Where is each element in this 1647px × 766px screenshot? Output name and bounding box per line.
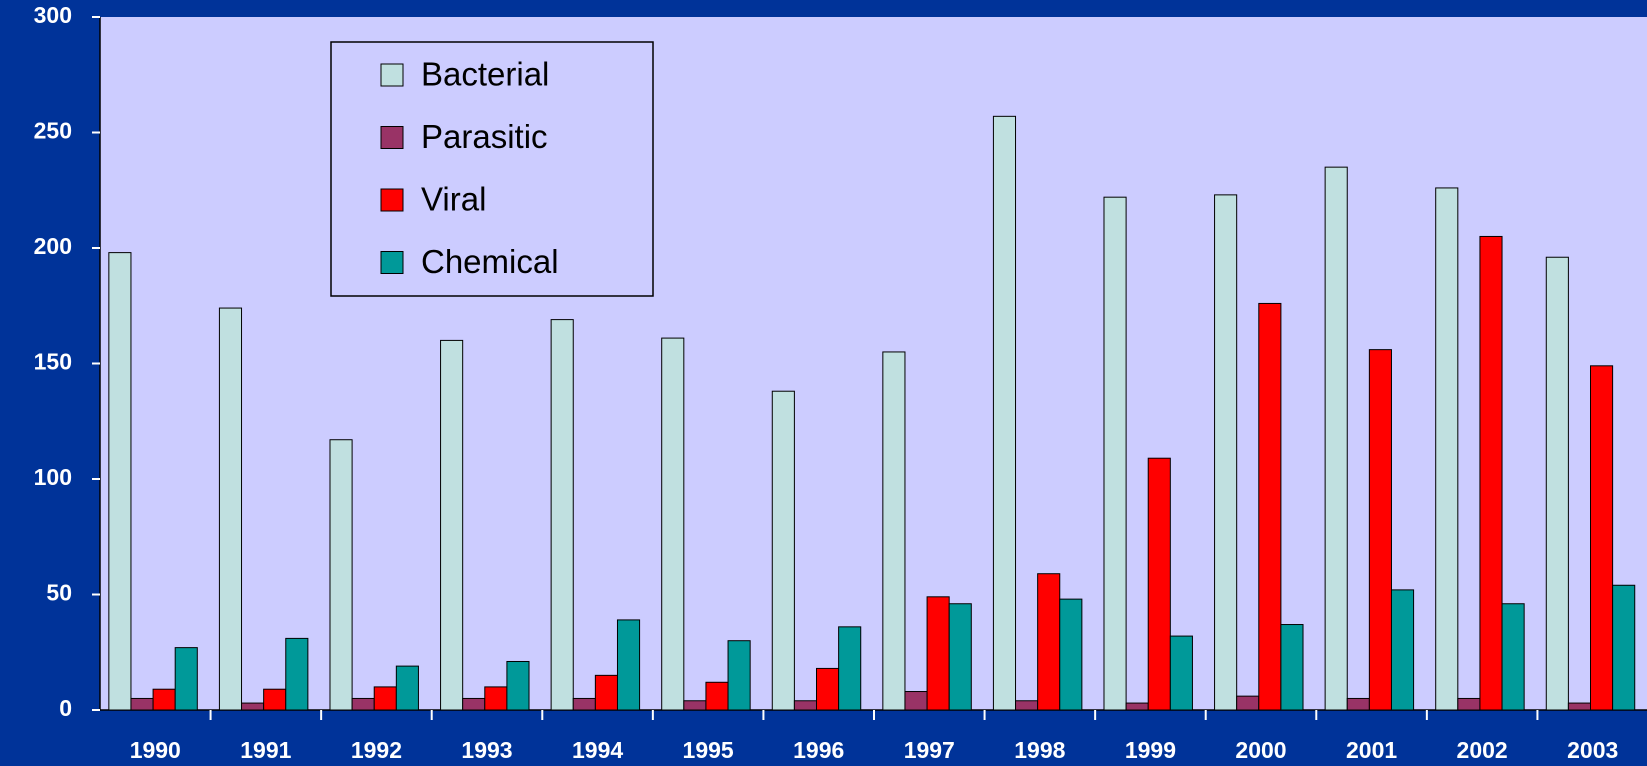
y-tick-label: 200 [34,233,72,259]
bar [1169,635,1193,711]
bar [1545,256,1569,711]
y-tick-label: 0 [59,695,72,721]
bar [1368,349,1392,711]
x-tick-label: 1995 [683,737,734,763]
legend-swatch [380,63,404,87]
bar [1103,196,1127,711]
x-tick-label: 2002 [1457,737,1508,763]
bar [152,688,176,711]
legend-label: Chemical [421,243,559,280]
bar [462,697,486,711]
bar [727,640,751,711]
bar [1590,365,1614,711]
bar [594,674,618,711]
bar [904,691,928,711]
x-tick-label: 1993 [461,737,512,763]
bar [1236,695,1260,711]
legend-swatch [380,251,404,274]
bar [484,686,508,711]
bar [1612,584,1636,711]
bar [816,667,840,711]
bar [1258,302,1282,711]
bar [329,439,353,711]
x-tick-label: 1996 [793,737,844,763]
legend-label: Bacterial [421,56,549,93]
x-tick-label: 2001 [1346,737,1397,763]
bar [241,702,265,711]
x-tick-label: 1998 [1014,737,1065,763]
bar [771,390,795,711]
bar [1501,603,1525,711]
x-tick-label: 2003 [1567,737,1618,763]
bar [351,697,375,711]
y-tick-label: 300 [34,2,72,28]
x-tick-label: 1992 [351,737,402,763]
bar [550,319,574,711]
y-tick-label: 250 [34,118,72,144]
bar [1457,697,1481,711]
bar [1567,702,1592,711]
legend-label: Viral [421,181,486,218]
bar [926,596,950,711]
bar [1479,235,1503,711]
bar [373,686,397,711]
bar [705,681,729,711]
bar [174,647,198,711]
bar [1390,589,1415,711]
x-tick-label: 2000 [1235,737,1286,763]
bar [1037,573,1061,711]
bar [440,339,464,711]
y-tick-label: 150 [34,349,72,375]
bar [838,626,862,711]
bar [1435,187,1459,711]
bar [285,637,309,711]
y-tick-label: 50 [46,580,72,606]
legend-label: Parasitic [421,118,548,155]
x-tick-label: 1994 [572,737,623,763]
legend-swatch [380,126,404,149]
bar [130,697,154,711]
bar [1147,457,1171,711]
bar [683,700,707,711]
bar [1346,697,1370,711]
bar [992,115,1017,711]
bar [616,619,641,711]
bar [395,665,419,711]
bar [661,337,685,711]
bar [948,603,972,711]
bar [108,252,132,711]
bar [1324,166,1348,711]
bar [218,307,243,711]
bar [1059,598,1083,711]
y-tick-label: 100 [34,464,72,490]
bar [882,351,906,711]
x-tick-label: 1991 [240,737,291,763]
bar [1015,700,1039,711]
legend-swatch [380,188,404,212]
bar [572,697,596,711]
bar [1280,624,1304,711]
bar [263,688,287,711]
bar [1125,702,1149,711]
x-tick-label: 1990 [130,737,181,763]
x-tick-label: 1997 [904,737,955,763]
bar [506,660,530,711]
x-tick-label: 1999 [1125,737,1176,763]
bar [1214,194,1238,711]
bar [793,700,818,711]
